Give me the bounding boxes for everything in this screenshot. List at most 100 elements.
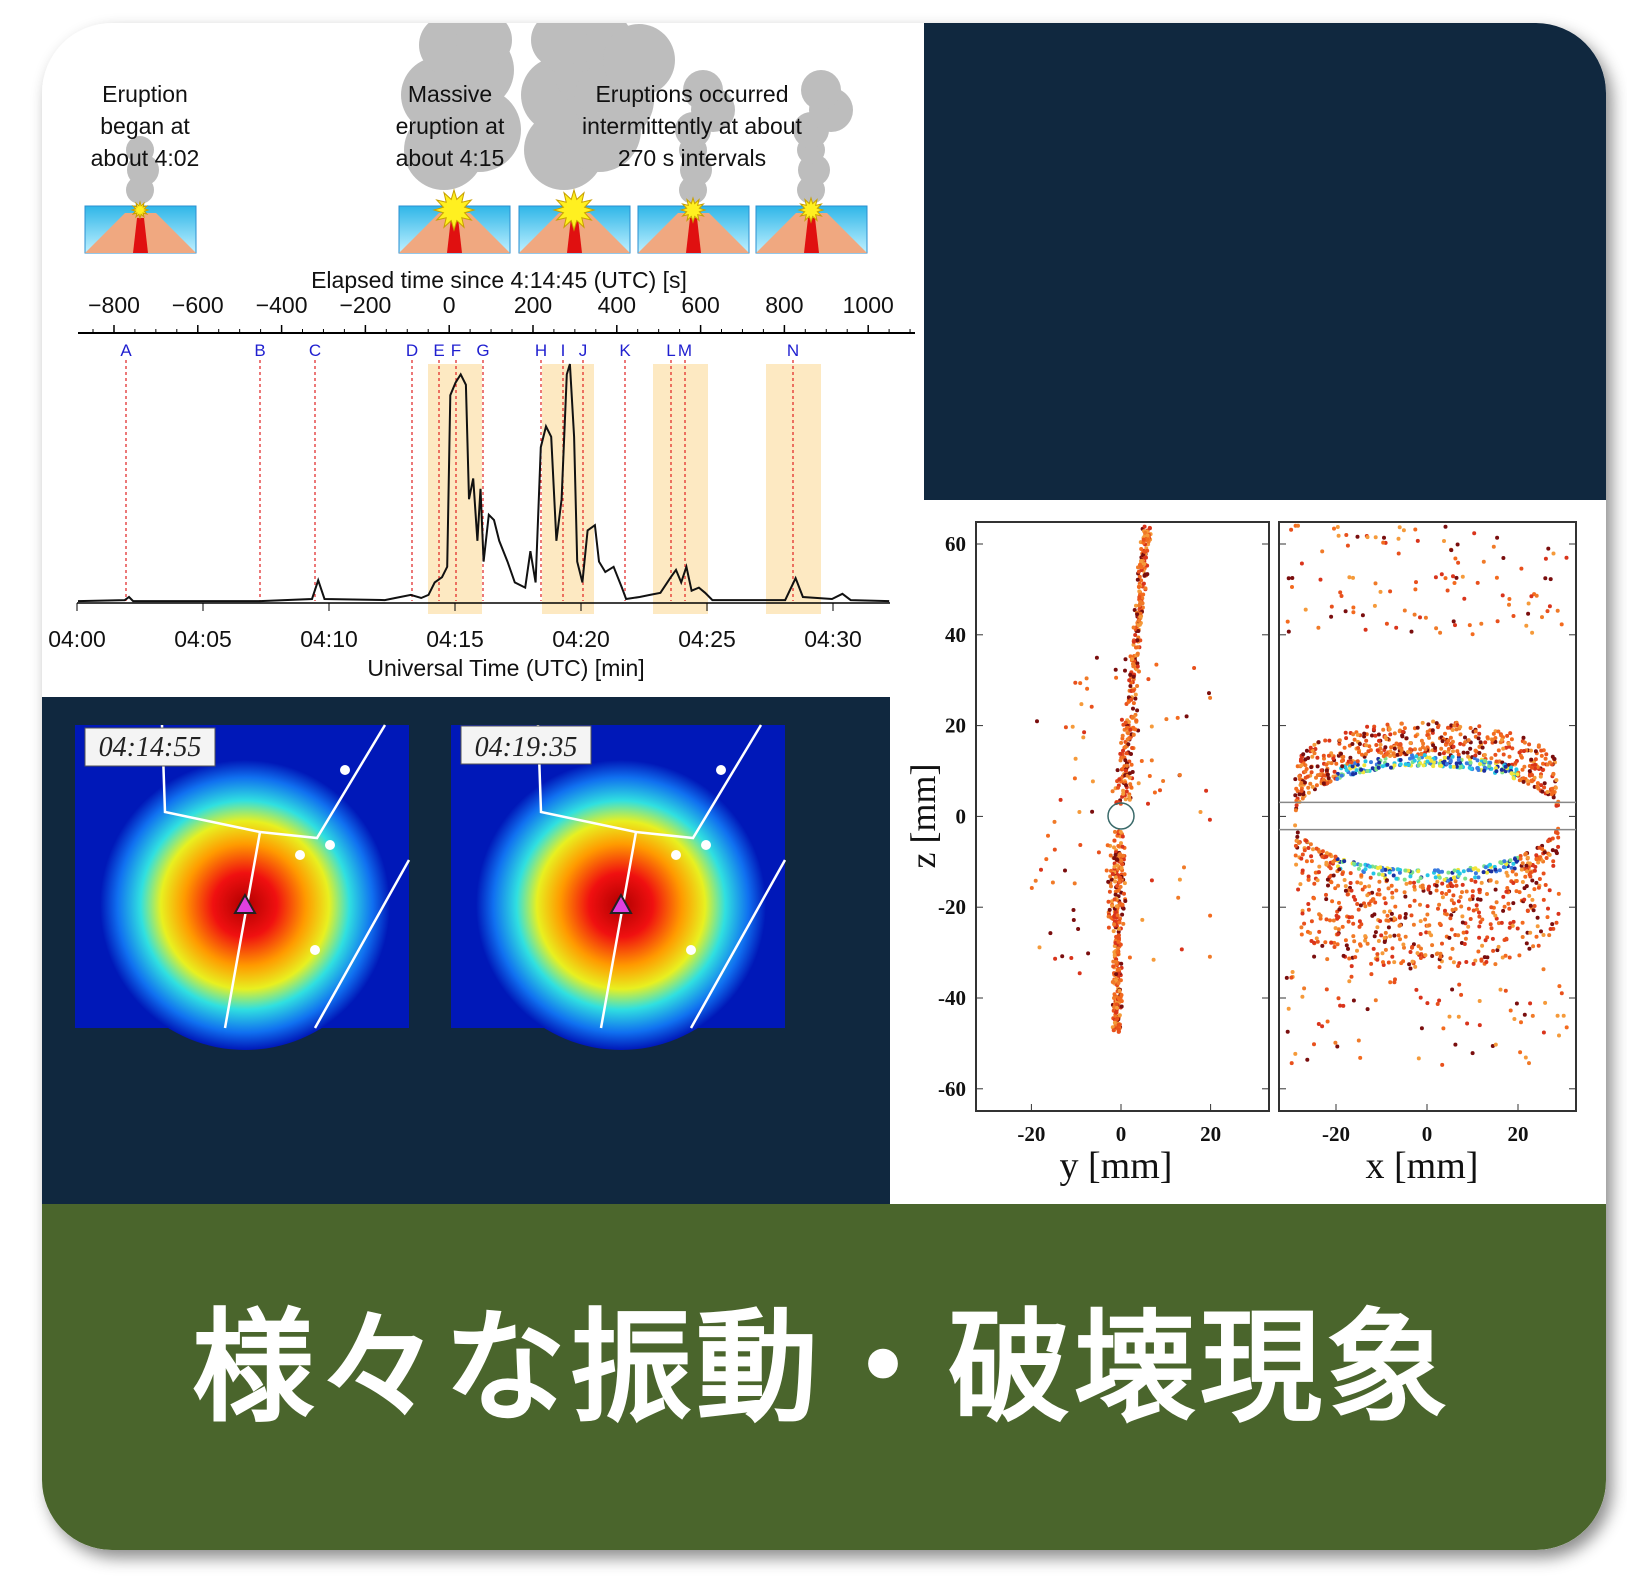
particle	[1135, 708, 1140, 713]
particle	[1112, 996, 1116, 1000]
particle	[1306, 907, 1311, 912]
particle	[1120, 844, 1125, 849]
particle	[1525, 855, 1530, 860]
particle	[1120, 733, 1125, 738]
particle	[1471, 908, 1476, 913]
particle	[1033, 878, 1038, 883]
particle	[1434, 721, 1439, 726]
particle	[1295, 789, 1300, 794]
particle	[1451, 749, 1455, 754]
particle	[1449, 913, 1454, 918]
particle	[1375, 925, 1380, 930]
x-tick-label: -20	[1017, 1122, 1045, 1146]
particle	[1340, 924, 1345, 929]
particle	[1403, 762, 1408, 767]
particle	[1452, 868, 1457, 873]
particle	[1131, 701, 1136, 706]
bottom-tick-label: 04:05	[174, 626, 232, 652]
particle	[1490, 737, 1495, 742]
particle	[1286, 576, 1291, 581]
particle	[1116, 929, 1121, 934]
particle	[1119, 858, 1124, 863]
particle	[1328, 866, 1333, 871]
particle	[1458, 732, 1463, 737]
particle	[1078, 843, 1083, 847]
particle	[1386, 925, 1391, 930]
particle	[1479, 621, 1484, 626]
particle	[1117, 988, 1122, 993]
particle	[1476, 768, 1481, 772]
particle	[1501, 908, 1506, 913]
particle	[1529, 594, 1534, 599]
particle	[1136, 781, 1141, 786]
particle	[1108, 874, 1113, 879]
particle	[1427, 735, 1431, 740]
particle	[1502, 859, 1507, 864]
particle	[1138, 562, 1142, 567]
particle	[1527, 893, 1532, 898]
particle	[1548, 577, 1553, 582]
particle	[1510, 869, 1515, 874]
particle	[1127, 955, 1132, 960]
particle	[1437, 998, 1442, 1003]
particle	[1553, 785, 1558, 790]
x-axis-label: y [mm]	[1060, 1145, 1173, 1187]
particle	[1451, 619, 1456, 624]
particle	[1332, 940, 1337, 945]
particle	[1404, 881, 1409, 886]
particle	[1530, 878, 1535, 883]
particle	[1522, 897, 1527, 902]
particle	[1528, 861, 1532, 866]
particle	[1113, 879, 1118, 884]
particle	[1124, 783, 1128, 788]
particle	[1037, 945, 1042, 950]
particle	[1416, 869, 1421, 874]
z-tick-label: 40	[945, 623, 966, 647]
particle	[1550, 922, 1555, 927]
particle	[1358, 863, 1363, 867]
particle	[1479, 880, 1484, 885]
particle	[1119, 740, 1124, 745]
particle	[1392, 960, 1397, 965]
particle	[1473, 958, 1478, 963]
particle	[1381, 540, 1386, 545]
particle	[1463, 876, 1468, 881]
particle	[1365, 535, 1370, 540]
event-label: J	[579, 341, 588, 360]
particle	[1544, 752, 1549, 757]
particle	[1446, 878, 1451, 883]
particle	[1396, 551, 1401, 556]
particle	[1114, 959, 1119, 964]
particle	[1115, 768, 1120, 773]
particle	[1491, 731, 1496, 736]
particle	[1402, 877, 1407, 882]
particle	[1409, 629, 1414, 634]
particle	[1317, 929, 1322, 934]
particle	[1350, 764, 1355, 769]
particle	[1488, 862, 1492, 867]
particle	[1208, 913, 1213, 918]
particle	[1424, 930, 1429, 935]
particle	[1373, 581, 1378, 586]
particle	[1143, 555, 1147, 560]
particle	[1362, 731, 1367, 736]
particle	[1060, 954, 1065, 959]
particle	[1305, 929, 1310, 934]
particle	[1441, 1026, 1446, 1031]
particle	[1466, 738, 1471, 743]
particle	[1427, 930, 1432, 935]
particle	[1349, 974, 1354, 979]
particle	[1442, 539, 1446, 543]
particle	[1385, 913, 1390, 918]
particle	[1477, 924, 1482, 929]
particle	[1526, 601, 1531, 606]
particle	[1115, 857, 1120, 862]
particle	[1298, 882, 1303, 887]
particle	[1293, 777, 1298, 782]
particle	[1358, 943, 1363, 948]
particle	[1508, 858, 1513, 863]
particle	[1527, 769, 1532, 774]
particle	[1114, 934, 1119, 939]
particle	[1113, 875, 1118, 880]
particle	[1477, 751, 1482, 755]
